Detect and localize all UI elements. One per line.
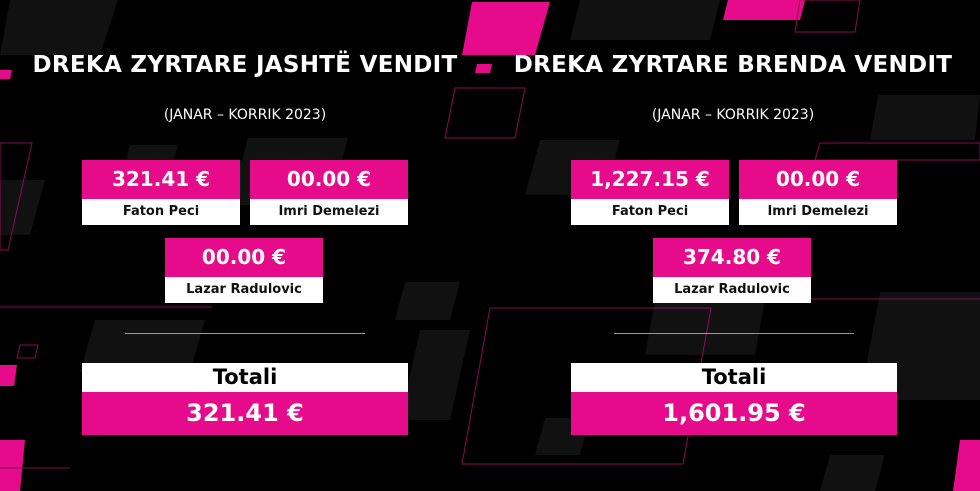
total-amount: 1,601.95 € bbox=[571, 392, 897, 435]
person-name: Lazar Radulovic bbox=[165, 277, 323, 303]
expense-card: 1,227.15 € Faton Peci bbox=[571, 160, 729, 225]
amount: 00.00 € bbox=[250, 160, 408, 199]
amount: 00.00 € bbox=[165, 238, 323, 277]
panel-subtitle: (JANAR – KORRIK 2023) bbox=[651, 107, 815, 123]
person-name: Imri Demelezi bbox=[250, 199, 408, 225]
divider bbox=[614, 333, 854, 334]
person-name: Lazar Radulovic bbox=[653, 277, 811, 303]
expense-card: 321.41 € Faton Peci bbox=[82, 160, 240, 225]
total-label: Totali bbox=[82, 363, 408, 392]
person-name: Faton Peci bbox=[82, 199, 240, 225]
expense-card: 374.80 € Lazar Radulovic bbox=[653, 238, 811, 303]
amount: 321.41 € bbox=[82, 160, 240, 199]
person-name: Imri Demelezi bbox=[739, 199, 897, 225]
total-label: Totali bbox=[571, 363, 897, 392]
amount: 374.80 € bbox=[653, 238, 811, 277]
panel-subtitle: (JANAR – KORRIK 2023) bbox=[163, 107, 327, 123]
total-box: Totali 1,601.95 € bbox=[571, 363, 897, 435]
amount: 1,227.15 € bbox=[571, 160, 729, 199]
amount: 00.00 € bbox=[739, 160, 897, 199]
expense-card: 00.00 € Imri Demelezi bbox=[739, 160, 897, 225]
person-name: Faton Peci bbox=[571, 199, 729, 225]
expense-card: 00.00 € Imri Demelezi bbox=[250, 160, 408, 225]
expense-card: 00.00 € Lazar Radulovic bbox=[165, 238, 323, 303]
divider bbox=[125, 333, 365, 334]
panel-title: DREKA ZYRTARE JASHTË VENDIT bbox=[32, 52, 458, 78]
total-amount: 321.41 € bbox=[82, 392, 408, 435]
total-box: Totali 321.41 € bbox=[82, 363, 408, 435]
panel-title: DREKA ZYRTARE BRENDA VENDIT bbox=[513, 52, 953, 78]
